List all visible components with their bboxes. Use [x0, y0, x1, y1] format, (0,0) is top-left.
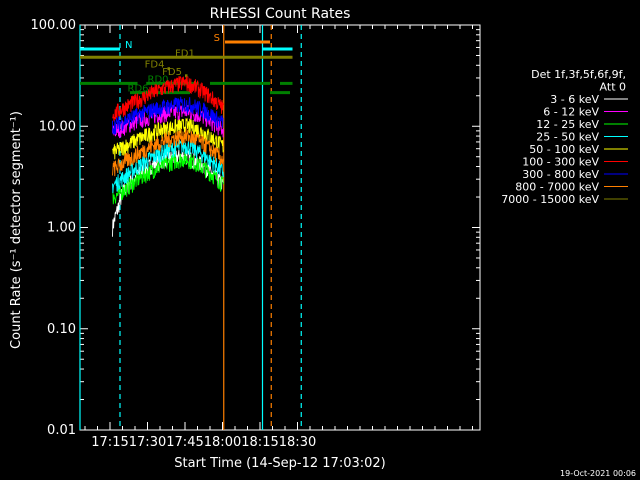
x-tick-label: 17:15	[91, 435, 128, 450]
legend-entry-label: 50 - 100 keV	[529, 143, 599, 156]
flag-label: FD5	[162, 67, 182, 78]
series-line	[112, 151, 224, 205]
series-line	[112, 96, 224, 135]
x-tick-label: 18:15	[241, 435, 278, 450]
legend-header: Att 0	[600, 81, 626, 94]
flag-label: N	[125, 40, 132, 51]
flag-label: RD0	[148, 74, 169, 85]
series-line	[112, 76, 224, 122]
legend-entry-label: 300 - 800 keV	[522, 168, 599, 181]
legend-entry-label: 100 - 300 keV	[522, 156, 599, 169]
y-tick-label: 10.00	[39, 119, 76, 134]
legend-entry-label: 800 - 7000 keV	[515, 181, 599, 194]
flag-label: FD1	[175, 48, 195, 59]
legend-entry-label: 12 - 25 keV	[536, 118, 599, 131]
flag-label: RD6	[128, 84, 149, 95]
x-axis-label: Start Time (14-Sep-12 17:03:02)	[174, 456, 385, 471]
series-line	[112, 128, 224, 177]
legend-entry-label: 25 - 50 keV	[536, 131, 599, 144]
x-tick-label: 17:45	[166, 435, 203, 450]
legend-entry-label: 6 - 12 keV	[543, 106, 599, 119]
data-series	[112, 76, 224, 237]
legend-entry-label: 3 - 6 keV	[550, 93, 599, 106]
flag-label: FD4	[145, 60, 165, 71]
y-tick-label: 100.00	[31, 18, 77, 33]
y-tick-label: 0.01	[47, 423, 76, 438]
flag-label: S	[214, 33, 220, 44]
footer-timestamp: 19-Oct-2021 00:06	[560, 469, 636, 478]
x-tick-label: 18:00	[204, 435, 241, 450]
x-tick-label: 17:30	[129, 435, 166, 450]
x-tick-label: 18:30	[279, 435, 316, 450]
y-tick-label: 0.10	[47, 322, 76, 337]
legend-entry-label: 7000 - 15000 keV	[501, 193, 599, 206]
y-tick-label: 1.00	[47, 221, 76, 236]
legend-header: Det 1f,3f,5f,6f,9f,	[531, 68, 626, 81]
series-line	[112, 117, 224, 160]
y-axis-label: Count Rate (s⁻¹ detector segment⁻¹)	[9, 111, 24, 349]
chart-title: RHESSI Count Rates	[210, 6, 351, 22]
